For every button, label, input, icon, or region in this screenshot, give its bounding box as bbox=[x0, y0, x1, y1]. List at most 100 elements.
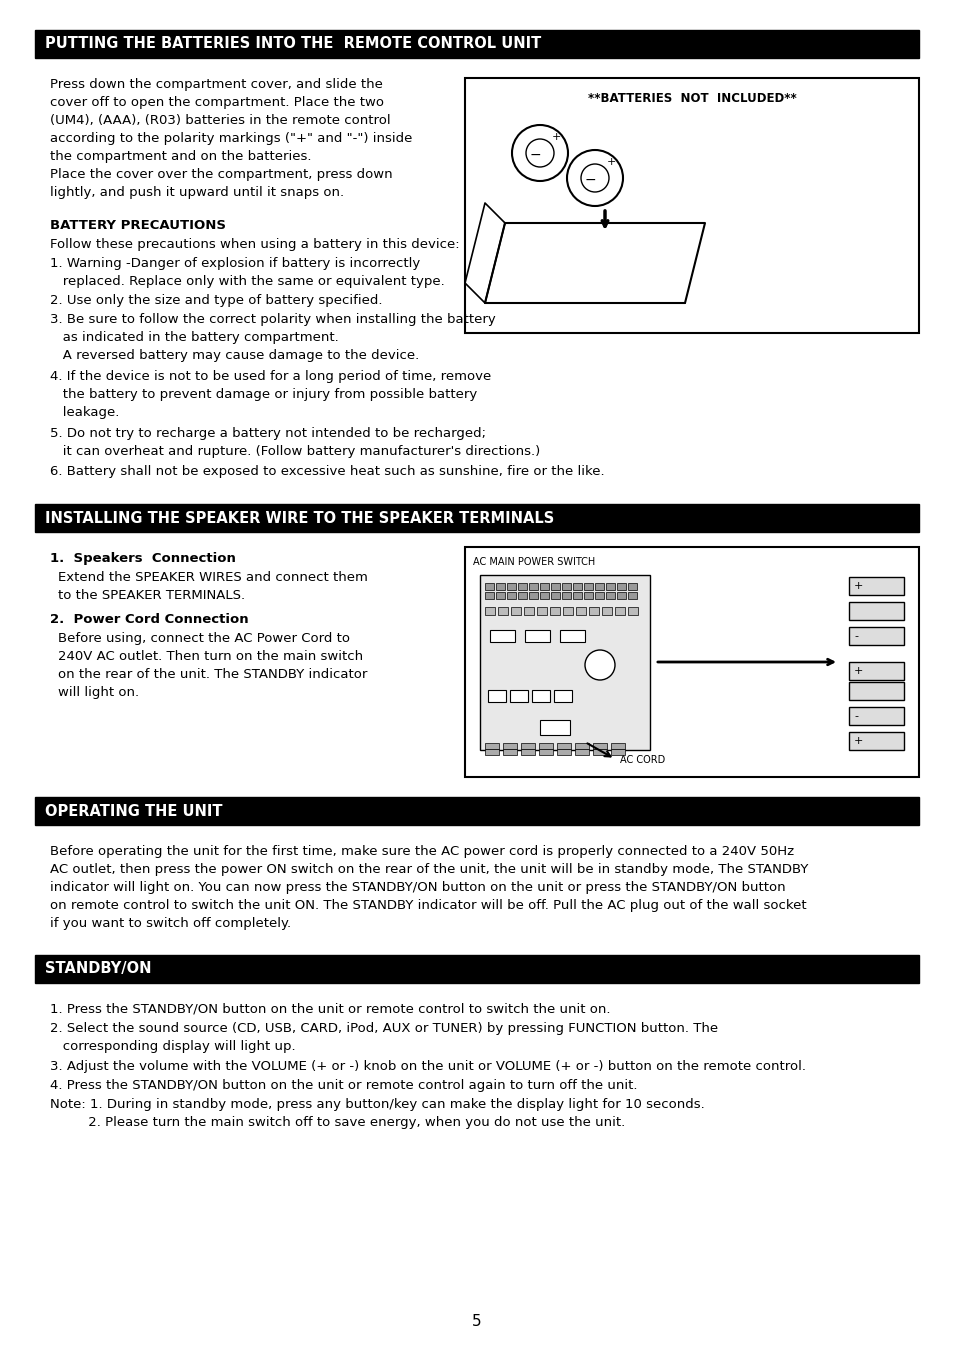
Bar bbox=[583, 592, 593, 598]
Text: +: + bbox=[606, 157, 615, 167]
Text: 2.  Power Cord Connection: 2. Power Cord Connection bbox=[50, 613, 249, 626]
Bar bbox=[497, 607, 507, 615]
Bar bbox=[595, 584, 603, 590]
Bar bbox=[484, 749, 498, 756]
Bar bbox=[627, 607, 638, 615]
Bar bbox=[615, 607, 624, 615]
Text: 2. Please turn the main switch off to save energy, when you do not use the unit.: 2. Please turn the main switch off to sa… bbox=[50, 1117, 624, 1129]
Bar bbox=[848, 733, 903, 750]
Bar bbox=[539, 584, 548, 590]
Bar bbox=[529, 592, 537, 598]
Bar bbox=[35, 798, 918, 825]
Text: Note: 1. During in standby mode, press any button/key can make the display light: Note: 1. During in standby mode, press a… bbox=[50, 1098, 704, 1110]
Text: Before operating the unit for the first time, make sure the AC power cord is pro: Before operating the unit for the first … bbox=[50, 845, 807, 930]
Bar bbox=[595, 592, 603, 598]
Bar bbox=[551, 592, 559, 598]
Circle shape bbox=[580, 164, 608, 192]
Text: Follow these precautions when using a battery in this device:: Follow these precautions when using a ba… bbox=[50, 237, 459, 250]
Bar bbox=[848, 603, 903, 620]
Bar bbox=[517, 592, 526, 598]
Bar bbox=[848, 682, 903, 700]
Text: +: + bbox=[853, 581, 862, 590]
Text: OPERATING THE UNIT: OPERATING THE UNIT bbox=[45, 803, 222, 819]
Bar bbox=[561, 584, 571, 590]
Bar bbox=[479, 575, 649, 750]
Text: −: − bbox=[583, 173, 596, 187]
Text: PUTTING THE BATTERIES INTO THE  REMOTE CONTROL UNIT: PUTTING THE BATTERIES INTO THE REMOTE CO… bbox=[45, 37, 540, 51]
Bar bbox=[554, 691, 572, 701]
Text: Press down the compartment cover, and slide the
cover off to open the compartmen: Press down the compartment cover, and sl… bbox=[50, 79, 412, 199]
Bar bbox=[523, 607, 534, 615]
Bar bbox=[496, 592, 504, 598]
Bar bbox=[551, 584, 559, 590]
Bar bbox=[464, 547, 918, 777]
Text: STANDBY/ON: STANDBY/ON bbox=[45, 961, 152, 976]
Bar bbox=[506, 584, 516, 590]
Bar bbox=[848, 662, 903, 680]
Bar bbox=[35, 30, 918, 58]
Bar bbox=[605, 592, 615, 598]
Bar bbox=[517, 584, 526, 590]
Bar bbox=[573, 592, 581, 598]
Text: INSTALLING THE SPEAKER WIRE TO THE SPEAKER TERMINALS: INSTALLING THE SPEAKER WIRE TO THE SPEAK… bbox=[45, 510, 554, 525]
Bar bbox=[532, 691, 550, 701]
Bar bbox=[484, 743, 498, 749]
Bar bbox=[484, 584, 494, 590]
Text: 1. Press the STANDBY/ON button on the unit or remote control to switch the unit : 1. Press the STANDBY/ON button on the un… bbox=[50, 1003, 610, 1016]
Text: 2. Select the sound source (CD, USB, CARD, iPod, AUX or TUNER) by pressing FUNCT: 2. Select the sound source (CD, USB, CAR… bbox=[50, 1022, 718, 1052]
Bar bbox=[601, 607, 612, 615]
Bar bbox=[559, 630, 584, 642]
Text: AC MAIN POWER SWITCH: AC MAIN POWER SWITCH bbox=[473, 556, 595, 567]
Bar bbox=[848, 627, 903, 645]
Bar bbox=[561, 592, 571, 598]
Text: 1.  Speakers  Connection: 1. Speakers Connection bbox=[50, 552, 235, 565]
Text: -: - bbox=[853, 711, 857, 720]
Bar bbox=[506, 592, 516, 598]
Bar bbox=[484, 607, 495, 615]
Bar bbox=[539, 592, 548, 598]
Bar bbox=[575, 749, 588, 756]
Bar bbox=[496, 584, 504, 590]
Bar bbox=[610, 743, 624, 749]
Bar bbox=[502, 749, 517, 756]
Bar bbox=[562, 607, 573, 615]
Text: +: + bbox=[853, 737, 862, 746]
Bar bbox=[511, 607, 520, 615]
Bar bbox=[550, 607, 559, 615]
Circle shape bbox=[566, 150, 622, 206]
Bar bbox=[627, 592, 637, 598]
Bar bbox=[538, 743, 553, 749]
Text: **BATTERIES  NOT  INCLUDED**: **BATTERIES NOT INCLUDED** bbox=[587, 92, 796, 106]
Circle shape bbox=[512, 125, 567, 181]
Bar bbox=[610, 749, 624, 756]
Text: 3. Adjust the volume with the VOLUME (+ or -) knob on the unit or VOLUME (+ or -: 3. Adjust the volume with the VOLUME (+ … bbox=[50, 1060, 805, 1072]
Text: -: - bbox=[853, 631, 857, 640]
Bar bbox=[627, 584, 637, 590]
Bar bbox=[575, 743, 588, 749]
Text: 3. Be sure to follow the correct polarity when installing the battery
   as indi: 3. Be sure to follow the correct polarit… bbox=[50, 313, 496, 363]
Bar bbox=[557, 743, 571, 749]
Text: AC CORD: AC CORD bbox=[619, 756, 664, 765]
Bar bbox=[510, 691, 527, 701]
Bar bbox=[488, 691, 505, 701]
Bar bbox=[464, 79, 918, 333]
Text: BATTERY PRECAUTIONS: BATTERY PRECAUTIONS bbox=[50, 218, 226, 232]
Text: 2. Use only the size and type of battery specified.: 2. Use only the size and type of battery… bbox=[50, 294, 382, 307]
Bar bbox=[35, 504, 918, 532]
Text: Before using, connect the AC Power Cord to
240V AC outlet. Then turn on the main: Before using, connect the AC Power Cord … bbox=[58, 632, 367, 699]
Circle shape bbox=[584, 650, 615, 680]
Bar bbox=[524, 630, 550, 642]
Bar bbox=[593, 749, 606, 756]
Bar bbox=[848, 707, 903, 724]
Bar bbox=[617, 592, 625, 598]
Bar bbox=[583, 584, 593, 590]
Text: −: − bbox=[529, 148, 540, 162]
Text: Extend the SPEAKER WIRES and connect them
to the SPEAKER TERMINALS.: Extend the SPEAKER WIRES and connect the… bbox=[58, 571, 368, 603]
Bar bbox=[593, 743, 606, 749]
Bar bbox=[576, 607, 585, 615]
Text: 5: 5 bbox=[472, 1313, 481, 1330]
Bar bbox=[539, 720, 569, 735]
Bar bbox=[605, 584, 615, 590]
Text: 5. Do not try to recharge a battery not intended to be recharged;
   it can over: 5. Do not try to recharge a battery not … bbox=[50, 427, 539, 458]
Bar bbox=[848, 577, 903, 594]
